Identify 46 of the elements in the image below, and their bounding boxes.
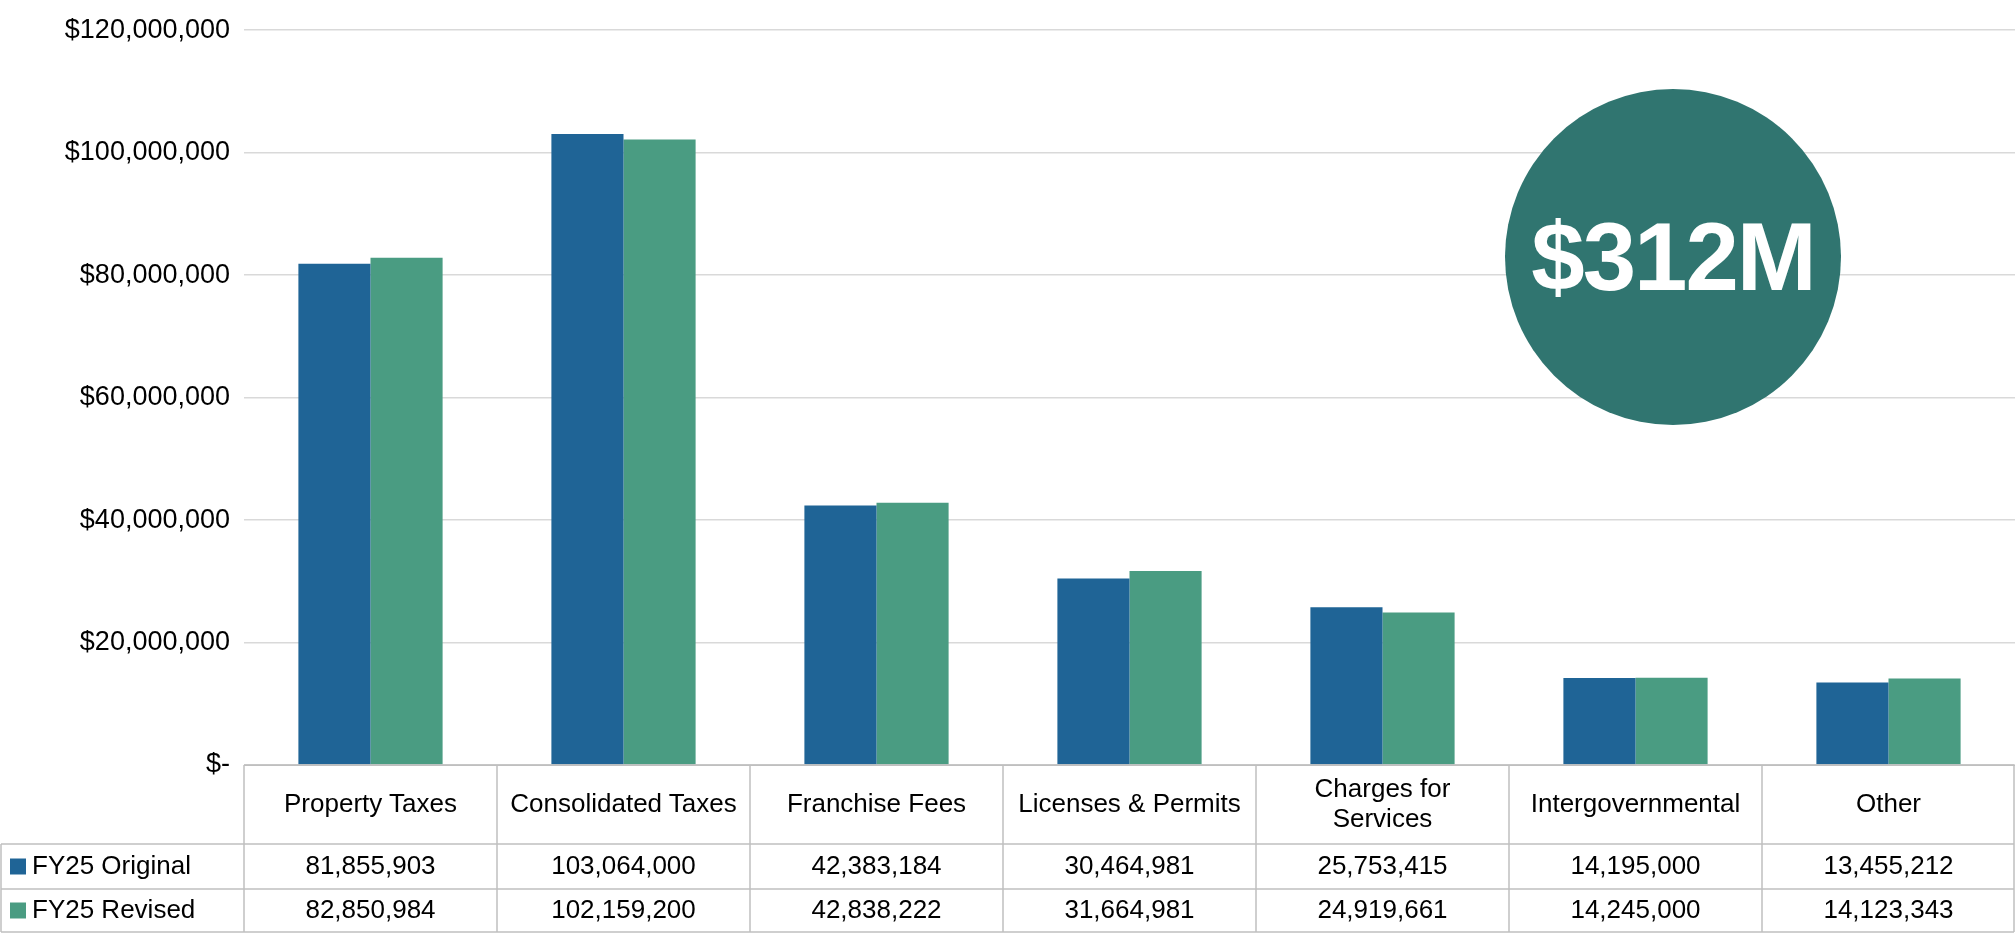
x-tick-label: Property Taxes — [284, 787, 457, 818]
y-tick-label: $80,000,000 — [79, 258, 230, 289]
bar — [1057, 578, 1130, 765]
legend-label: FY25 Revised — [32, 893, 196, 924]
y-tick-label: $60,000,000 — [79, 381, 230, 412]
legend-label: FY25 Original — [32, 849, 191, 880]
data-label: 102,159,200 — [551, 893, 696, 924]
bar — [551, 133, 624, 765]
x-tick-label: Franchise Fees — [786, 787, 967, 818]
x-tick-label: Other — [1855, 787, 1922, 818]
bar — [1635, 677, 1708, 765]
y-tick-label: $- — [205, 748, 230, 779]
x-tick-label: Intergovernmental — [1530, 787, 1741, 818]
x-tick-label: Licenses & Permits — [1018, 787, 1241, 818]
bar — [804, 505, 877, 765]
data-label: 42,838,222 — [811, 893, 942, 924]
y-tick-label: $20,000,000 — [79, 625, 230, 656]
bar — [1382, 612, 1455, 765]
data-label: 30,464,981 — [1064, 849, 1195, 880]
data-label: 25,753,415 — [1317, 849, 1448, 880]
annotation: $312M — [1531, 202, 1815, 312]
data-label: 103,064,000 — [551, 849, 696, 880]
y-tick-label: $40,000,000 — [79, 503, 230, 534]
data-label: 31,664,981 — [1064, 893, 1195, 924]
x-tick-label: Consolidated Taxes — [510, 787, 737, 818]
bar — [1563, 678, 1636, 765]
data-label: 82,850,984 — [305, 893, 436, 924]
bar — [1888, 678, 1961, 765]
circle-badge: $312M — [1505, 89, 1841, 425]
data-label: 14,195,000 — [1570, 849, 1701, 880]
data-label: 14,245,000 — [1570, 893, 1701, 924]
bar — [623, 139, 696, 765]
data-label: 13,455,212 — [1823, 849, 1954, 880]
bar — [1129, 571, 1202, 765]
bar — [1816, 682, 1889, 765]
bar — [1310, 607, 1383, 765]
data-label: 81,855,903 — [305, 849, 436, 880]
y-tick-label: $120,000,000 — [64, 13, 230, 44]
bar — [876, 502, 949, 765]
bar — [298, 263, 371, 765]
bar — [370, 257, 443, 765]
data-label: 42,383,184 — [811, 849, 942, 880]
data-label: 14,123,343 — [1823, 893, 1954, 924]
x-tick-label: Charges for Services — [1314, 772, 1451, 833]
y-tick-label: $100,000,000 — [64, 136, 230, 167]
data-label: 24,919,661 — [1317, 893, 1448, 924]
